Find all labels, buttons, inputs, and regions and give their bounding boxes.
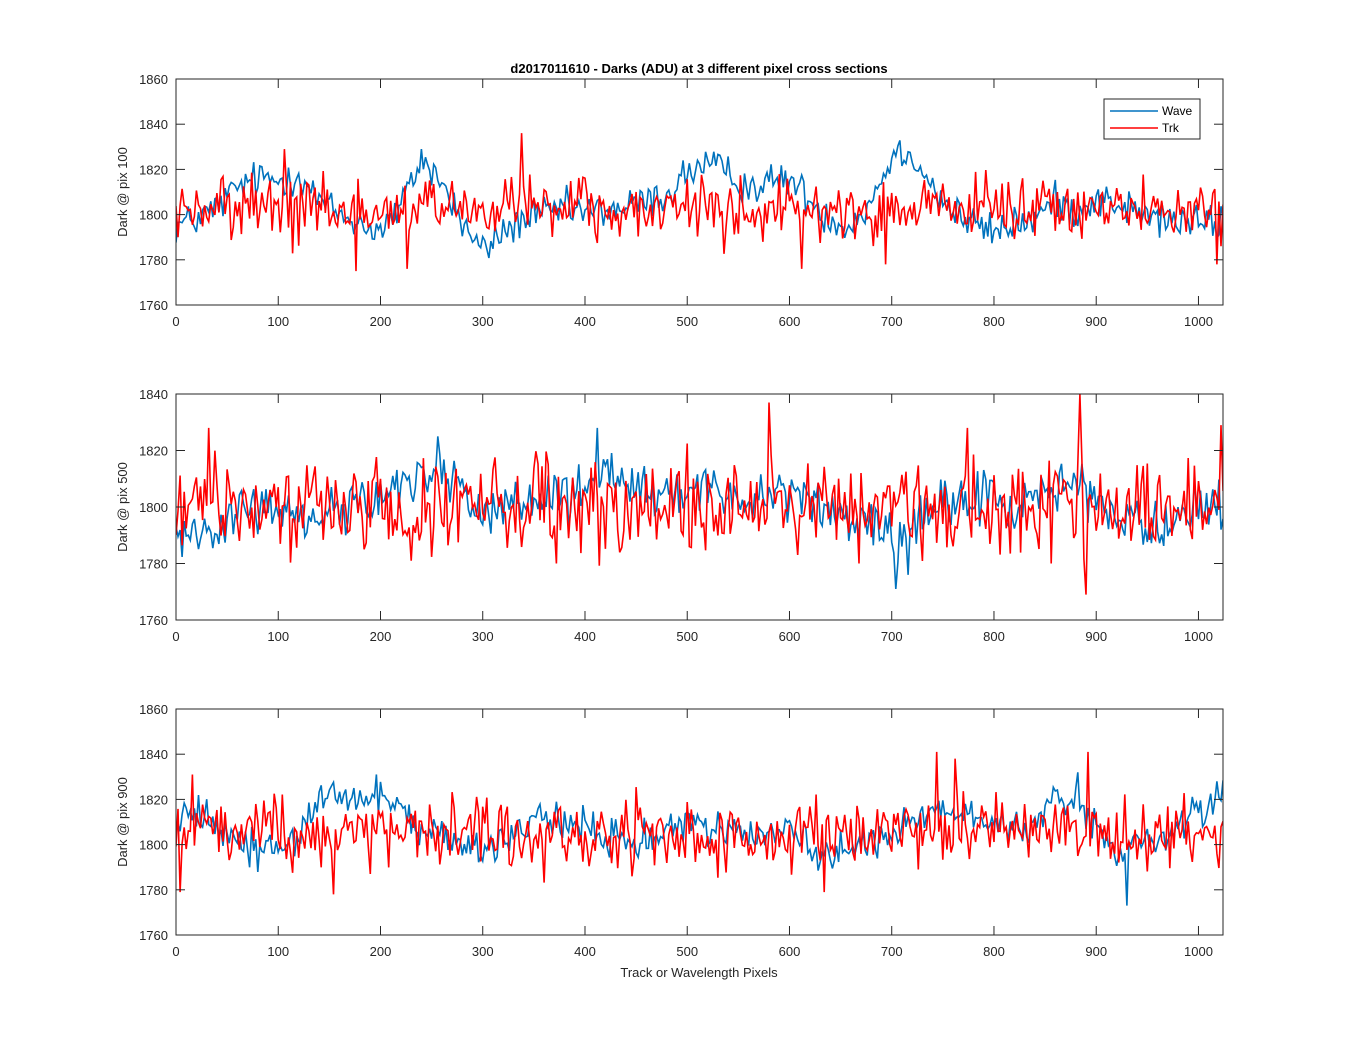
- x-tick-label: 0: [172, 944, 179, 959]
- subplot-3: 0 100 200 300 400 500 600 700 800 900 1000 1760 1780…: [115, 702, 1224, 959]
- x-tick-label: 200: [370, 944, 392, 959]
- x-tick-label: 100: [267, 629, 289, 644]
- x-tick-label: 100: [267, 944, 289, 959]
- y-tick-label: 1800: [139, 208, 168, 223]
- y-tick-label: 1840: [139, 387, 168, 402]
- y-axis-label: Dark @ pix 900: [115, 777, 130, 867]
- y-tick-label: 1820: [139, 444, 168, 459]
- y-tick-label: 1760: [139, 298, 168, 313]
- y-tick-label: 1820: [139, 162, 168, 177]
- plot-background: [176, 79, 1223, 305]
- y-tick-label: 1820: [139, 792, 168, 807]
- y-tick-label: 1860: [139, 72, 168, 87]
- plots-area: 0 100 200 300 400 500 600 700 800 900 100017601780…: [115, 72, 1224, 959]
- y-tick-label: 1800: [139, 500, 168, 515]
- x-tick-label: 800: [983, 314, 1005, 329]
- x-tick-label: 800: [983, 944, 1005, 959]
- y-tick-label: 1840: [139, 747, 168, 762]
- x-tick-label: 900: [1085, 314, 1107, 329]
- x-tick-label: 1000: [1184, 629, 1213, 644]
- x-tick-label: 200: [370, 314, 392, 329]
- series-line-trk: [176, 133, 1223, 272]
- legend-label-trk: Trk: [1162, 121, 1180, 135]
- legend-box: [1103, 98, 1201, 140]
- x-tick-label: 300: [472, 629, 494, 644]
- x-tick-label: 900: [1085, 944, 1107, 959]
- series-line-wave: [176, 772, 1223, 906]
- figure-title: d2017011610 - Darks (ADU) at 3 different…: [510, 61, 887, 76]
- subplot-2: 0 100 200 300 400 500 600 700 800 900 1000 1760 1780…: [115, 387, 1224, 644]
- x-tick-label: 1000: [1184, 944, 1213, 959]
- y-tick-label: 1760: [139, 928, 168, 943]
- legend: Wave Trk: [1103, 98, 1201, 140]
- x-tick-label: 600: [779, 314, 801, 329]
- y-tick-label: 1760: [139, 613, 168, 628]
- series-line-trk: [176, 751, 1223, 895]
- y-tick-label: 1780: [139, 557, 168, 572]
- x-tick-label: 500: [676, 629, 698, 644]
- x-tick-label: 100: [267, 314, 289, 329]
- x-tick-label: 400: [574, 944, 596, 959]
- x-tick-label: 700: [881, 944, 903, 959]
- y-tick-label: 1800: [139, 838, 168, 853]
- y-tick-label: 1780: [139, 253, 168, 268]
- x-tick-label: 600: [779, 629, 801, 644]
- x-tick-label: 0: [172, 314, 179, 329]
- subplot-1: 0 100 200 300 400 500 600 700 800 900 1000 1760 1780…: [115, 72, 1224, 329]
- x-tick-label: 500: [676, 944, 698, 959]
- x-tick-label: 1000: [1184, 314, 1213, 329]
- x-tick-label: 600: [779, 944, 801, 959]
- x-tick-label: 0: [172, 629, 179, 644]
- x-tick-label: 200: [370, 629, 392, 644]
- axes-box: [175, 708, 1224, 936]
- x-tick-label: 400: [574, 314, 596, 329]
- x-tick-label: 700: [881, 629, 903, 644]
- x-tick-label: 900: [1085, 629, 1107, 644]
- y-axis-label: Dark @ pix 500: [115, 462, 130, 552]
- y-tick-label: 1860: [139, 702, 168, 717]
- y-tick-label: 1780: [139, 883, 168, 898]
- x-tick-label: 400: [574, 629, 596, 644]
- x-tick-label: 700: [881, 314, 903, 329]
- x-tick-label: 500: [676, 314, 698, 329]
- series-line-trk: [176, 394, 1223, 595]
- legend-label-wave: Wave: [1162, 104, 1193, 118]
- x-tick-label: 800: [983, 629, 1005, 644]
- x-axis-label: Track or Wavelength Pixels: [620, 965, 778, 980]
- axes-box: [175, 78, 1224, 306]
- y-tick-label: 1840: [139, 117, 168, 132]
- y-axis-label: Dark @ pix 100: [115, 147, 130, 237]
- x-tick-label: 300: [472, 944, 494, 959]
- x-tick-label: 300: [472, 314, 494, 329]
